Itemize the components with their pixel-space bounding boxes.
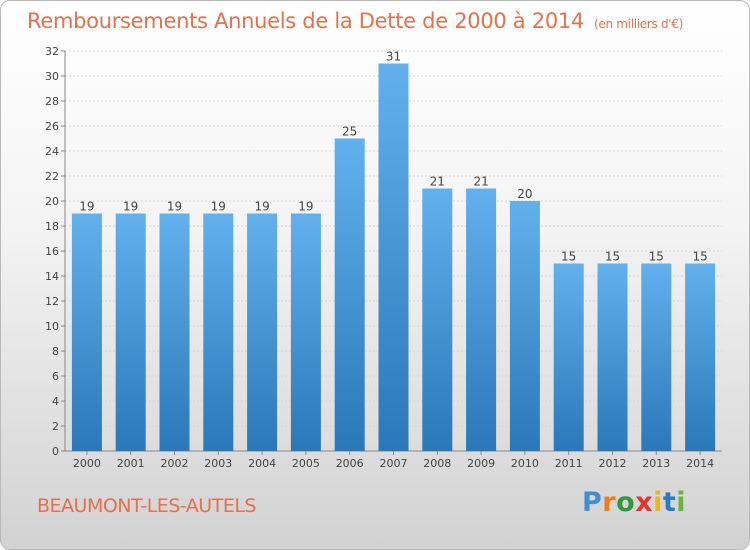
bar-value-label: 31: [386, 50, 401, 64]
y-tick-label: 24: [45, 145, 59, 158]
bar: [553, 263, 584, 451]
bar: [685, 263, 716, 451]
logo-letter: i: [676, 487, 687, 518]
logo-letter: i: [653, 487, 663, 518]
bar: [247, 213, 278, 451]
y-tick-label: 32: [45, 45, 59, 58]
location-label: BEAUMONT-LES-AUTELS: [37, 495, 256, 517]
bar: [509, 201, 540, 451]
bar: [334, 138, 365, 451]
labels: 0246810121416182022242628303219200019200…: [45, 45, 714, 470]
bar: [290, 213, 321, 451]
y-tick-label: 4: [52, 395, 59, 408]
bars: [71, 63, 716, 451]
bar: [641, 263, 672, 451]
x-tick-label: 2005: [292, 457, 320, 470]
y-tick-label: 22: [45, 170, 59, 183]
bar: [71, 213, 102, 451]
x-tick-label: 2010: [511, 457, 539, 470]
bar-value-label: 15: [692, 250, 707, 264]
bar: [466, 188, 497, 451]
bar: [378, 63, 409, 451]
x-tick-label: 2013: [642, 457, 670, 470]
bar-value-label: 19: [123, 200, 138, 214]
x-tick-label: 2012: [599, 457, 627, 470]
bar: [159, 213, 190, 451]
x-tick-label: 2009: [467, 457, 495, 470]
logo-letter: t: [662, 487, 677, 518]
chart-title: Remboursements Annuels de la Dette de 20…: [27, 9, 683, 33]
x-tick-label: 2011: [555, 457, 583, 470]
logo-letter: x: [635, 487, 654, 518]
x-tick-label: 2014: [686, 457, 714, 470]
bar-value-label: 15: [605, 250, 620, 264]
y-tick-label: 6: [52, 370, 59, 383]
y-tick-label: 2: [52, 420, 59, 433]
bar-value-label: 21: [473, 175, 488, 189]
bar: [115, 213, 146, 451]
bar: [203, 213, 234, 451]
bar-value-label: 15: [561, 250, 576, 264]
logo-letter: r: [602, 487, 617, 518]
x-tick-label: 2006: [336, 457, 364, 470]
y-tick-label: 26: [45, 120, 59, 133]
x-tick-label: 2007: [380, 457, 408, 470]
x-tick-label: 2008: [423, 457, 451, 470]
title-text: Remboursements Annuels de la Dette de 20…: [27, 9, 584, 33]
y-tick-label: 18: [45, 220, 59, 233]
bar-value-label: 15: [649, 250, 664, 264]
y-tick-label: 16: [45, 245, 59, 258]
bar: [597, 263, 628, 451]
y-tick-label: 30: [45, 70, 59, 83]
bar-value-label: 19: [79, 200, 94, 214]
bar-value-label: 19: [167, 200, 182, 214]
y-tick-label: 10: [45, 320, 59, 333]
unit-label: (en milliers d'€): [594, 17, 684, 31]
y-tick-label: 28: [45, 95, 59, 108]
logo-letter: o: [616, 487, 636, 518]
logo-letter: P: [582, 487, 603, 518]
x-tick-label: 2004: [248, 457, 276, 470]
bar-value-label: 21: [430, 175, 445, 189]
bar-value-label: 19: [254, 200, 269, 214]
y-tick-label: 20: [45, 195, 59, 208]
y-tick-label: 14: [45, 270, 59, 283]
bar: [422, 188, 453, 451]
y-tick-label: 8: [52, 345, 59, 358]
y-tick-label: 0: [52, 445, 59, 458]
x-tick-label: 2000: [73, 457, 101, 470]
bar-value-label: 20: [517, 187, 532, 201]
bar-value-label: 19: [211, 200, 226, 214]
bar-value-label: 19: [298, 200, 313, 214]
x-tick-label: 2003: [204, 457, 232, 470]
x-tick-label: 2002: [161, 457, 189, 470]
y-tick-label: 12: [45, 295, 59, 308]
x-tick-label: 2001: [117, 457, 145, 470]
proxiti-logo: Proxiti: [582, 487, 686, 518]
bar-value-label: 25: [342, 125, 357, 139]
